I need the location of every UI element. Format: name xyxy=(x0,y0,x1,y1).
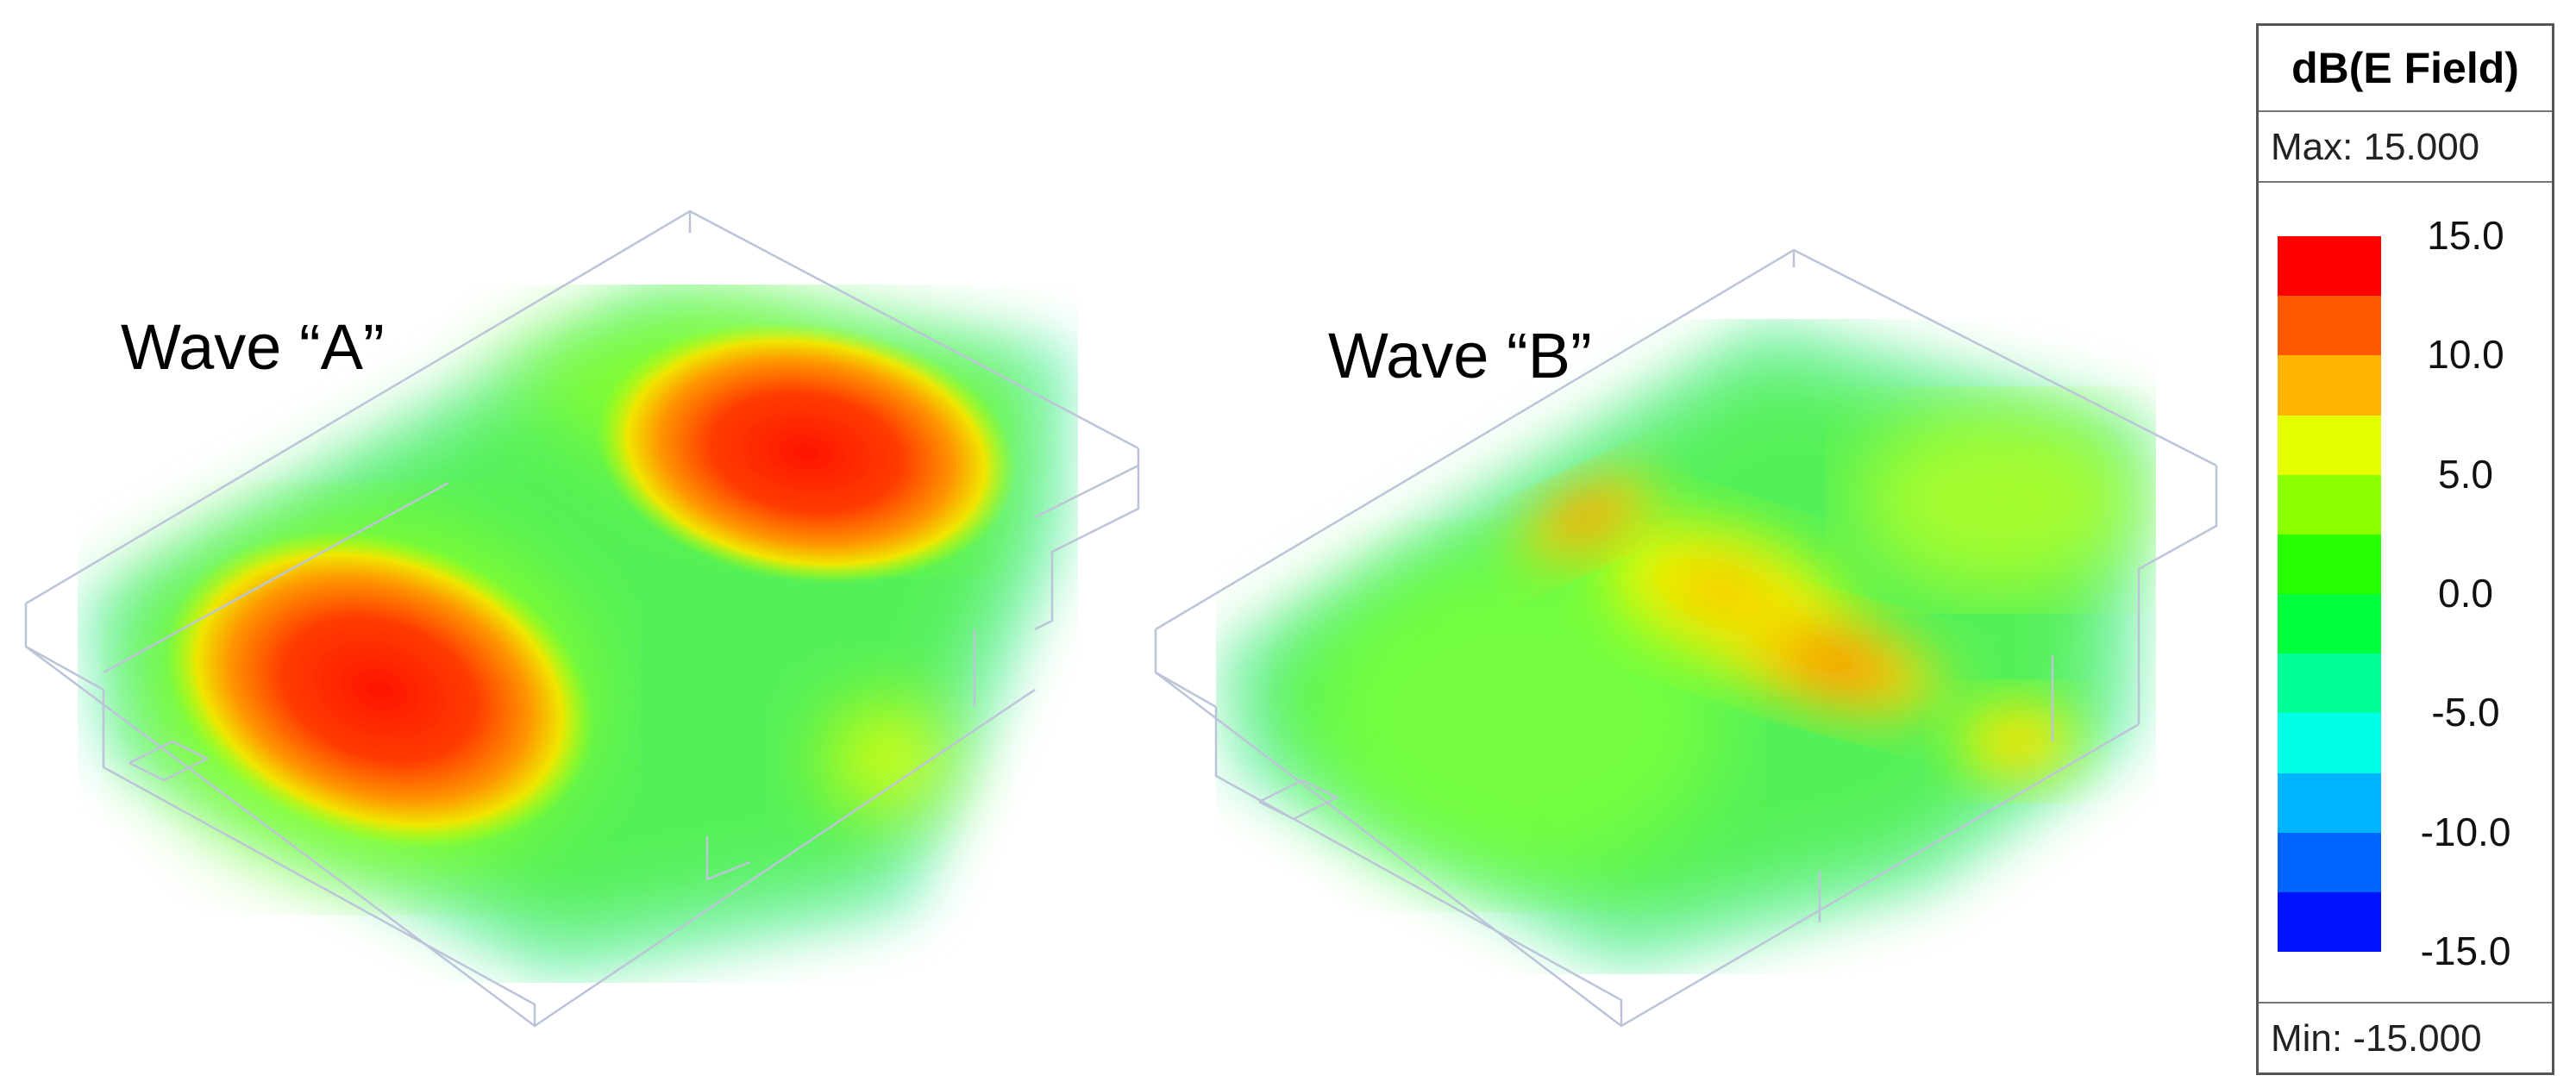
legend-swatch xyxy=(2278,474,2381,535)
legend-swatch xyxy=(2278,236,2381,297)
legend-swatch xyxy=(2278,415,2381,476)
legend-max: Max: 15.000 xyxy=(2259,112,2552,183)
legend-tick-label: 0.0 xyxy=(2438,571,2493,616)
legend-tick-label: 5.0 xyxy=(2438,451,2493,497)
legend-title: dB(E Field) xyxy=(2259,26,2552,112)
legend-swatch xyxy=(2278,772,2381,834)
legend-swatch xyxy=(2278,653,2381,714)
color-legend: dB(E Field) Max: 15.000 15.0 10.0 5.0 0.0 -5… xyxy=(2256,23,2554,1075)
legend-tick-label: -10.0 xyxy=(2420,809,2511,854)
wave-b-label: Wave “B” xyxy=(1328,320,1592,391)
wave-a-label: Wave “A” xyxy=(121,311,385,383)
legend-tick-label: -15.0 xyxy=(2420,929,2511,973)
legend-tick-label: 10.0 xyxy=(2427,332,2504,378)
legend-tick-label: 15.0 xyxy=(2427,213,2504,258)
legend-swatch xyxy=(2278,296,2381,356)
legend-tick-label: -5.0 xyxy=(2431,690,2500,735)
legend-swatch xyxy=(2278,891,2381,953)
legend-swatch xyxy=(2278,594,2381,654)
legend-swatch xyxy=(2278,355,2381,416)
legend-color-scale: 15.0 10.0 5.0 0.0 -5.0 -10.0 -15.0 xyxy=(2259,184,2552,1004)
legend-swatch xyxy=(2278,713,2381,773)
wave-b-plot xyxy=(1154,248,2218,1028)
legend-min: Min: -15.000 xyxy=(2259,1002,2552,1072)
wave-a-wireframe xyxy=(24,209,1140,1028)
legend-swatch xyxy=(2278,534,2381,595)
wave-b-wireframe xyxy=(1154,248,2218,1028)
legend-swatch xyxy=(2278,832,2381,893)
wave-a-plot xyxy=(24,209,1140,1028)
